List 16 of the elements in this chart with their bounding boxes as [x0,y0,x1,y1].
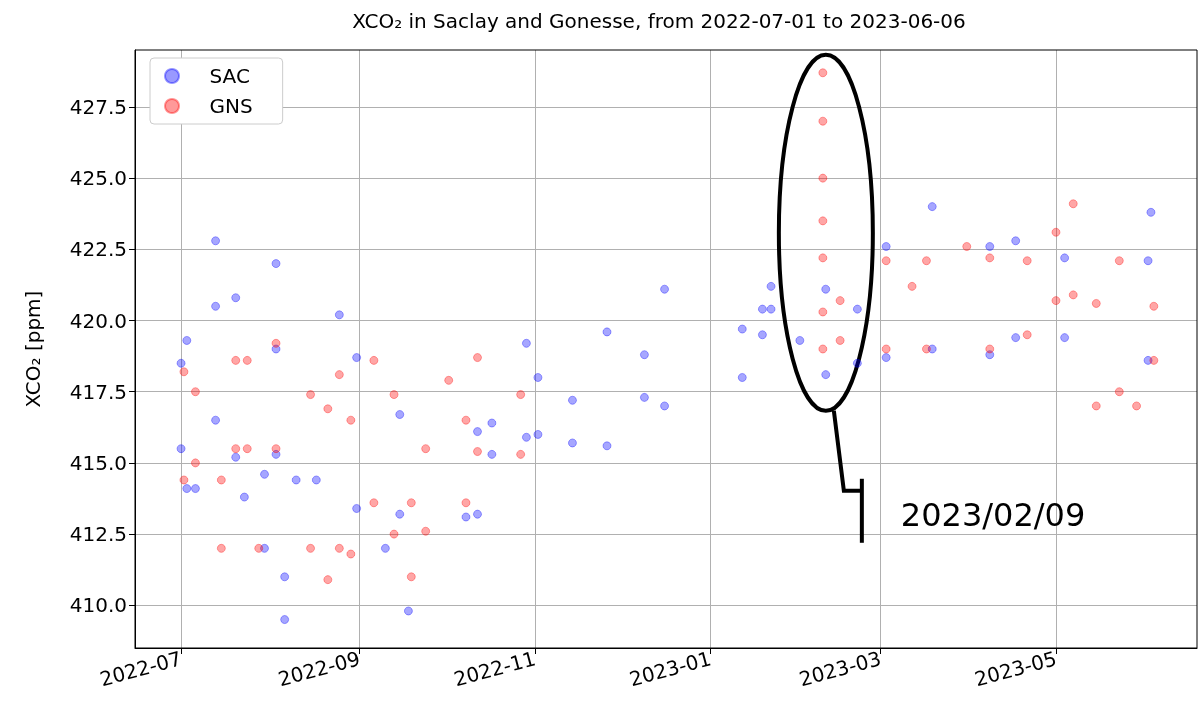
legend-label: SAC [209,64,250,88]
y-tick-label: 425.0 [69,166,127,191]
x-tick-label: 2022-09 [275,646,363,692]
chart-title: XCO₂ in Saclay and Gonesse, from 2022-07-01 to 2023-06-06 [352,9,966,33]
legend-label: GNS [209,94,253,118]
x-tick-label: 2023-01 [626,646,714,692]
y-tick-label: 422.5 [69,237,127,262]
y-tick-label: 427.5 [69,94,127,119]
y-tick-label: 412.5 [69,522,127,547]
annotation: 2023/02/09 [900,495,1086,534]
y-tick-label: 415.0 [69,450,127,475]
y-tick-label: 410.0 [69,593,127,618]
y-tick-label: 417.5 [69,379,127,404]
y-tick-label: 420.0 [69,308,127,333]
y-axis-title: XCO₂ [ppm] [21,290,45,408]
x-tick-label: 2022-11 [451,646,539,692]
